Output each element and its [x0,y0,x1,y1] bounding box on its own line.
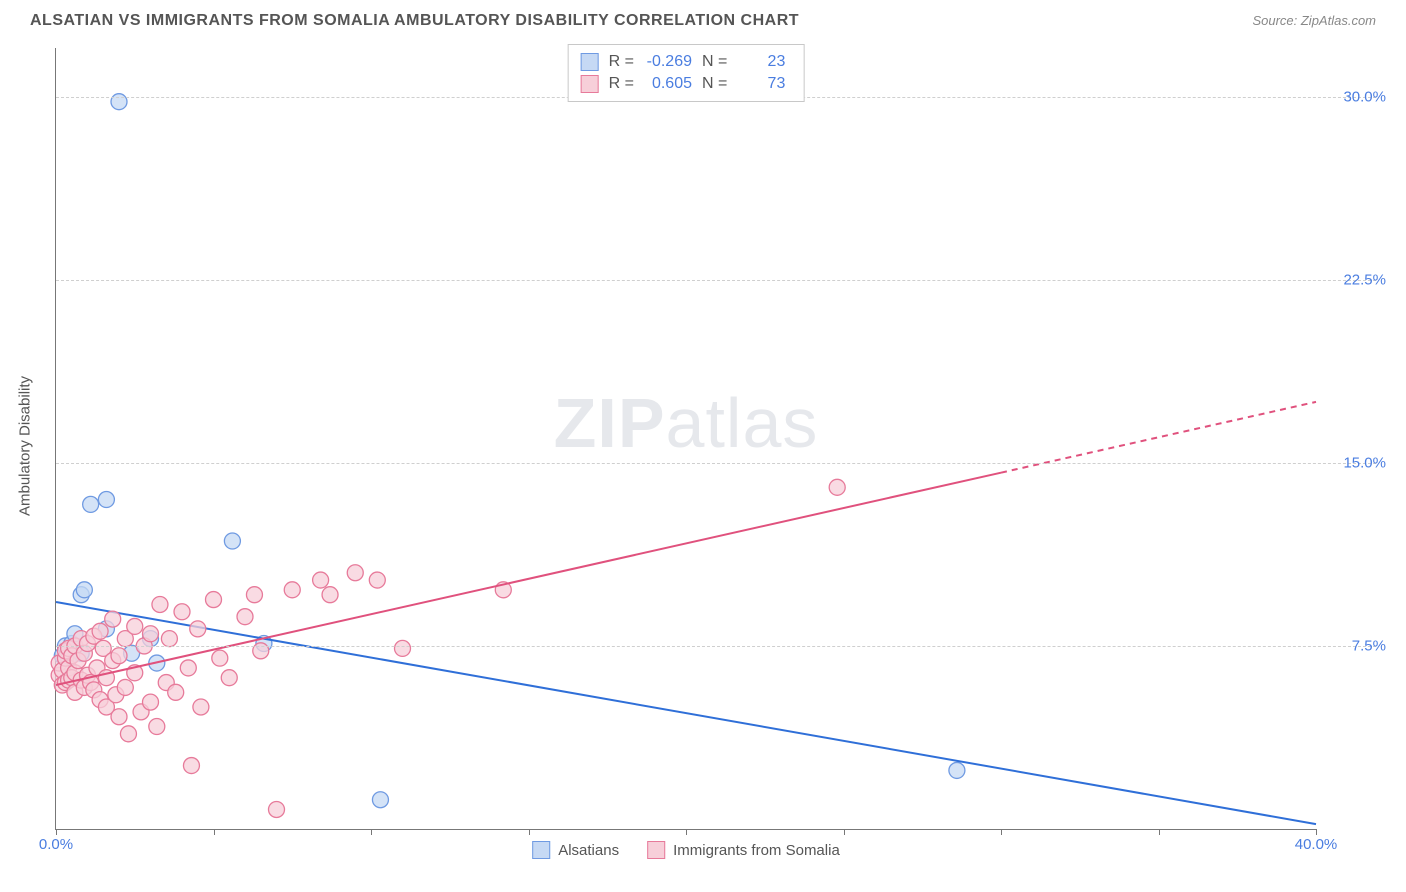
legend-label-1: Immigrants from Somalia [673,842,840,859]
scatter-point [127,618,143,634]
scatter-point [168,684,184,700]
stat-n-label-0: N = 23 [702,51,785,73]
swatch-alsatians [581,53,599,71]
scatter-point [180,660,196,676]
scatter-point [117,679,133,695]
scatter-point [224,533,240,549]
legend-item-0: Alsatians [532,841,619,859]
plot-area: ZIPatlas R = -0.269 N = 23 R = [55,48,1316,830]
y-tick-label: 15.0% [1326,454,1386,471]
stat-n-val-0: 23 [733,51,785,73]
x-tick [1159,829,1160,835]
scatter-point [372,792,388,808]
x-tick [214,829,215,835]
scatter-point [83,496,99,512]
scatter-point [92,623,108,639]
y-axis-label: Ambulatory Disability [17,376,34,516]
legend-item-1: Immigrants from Somalia [647,841,840,859]
stats-row-0: R = -0.269 N = 23 [581,51,786,73]
x-tick [1316,829,1317,835]
scatter-point [98,492,114,508]
scatter-point [313,572,329,588]
scatter-point [949,762,965,778]
plot-svg [56,48,1316,829]
chart-container: ALSATIAN VS IMMIGRANTS FROM SOMALIA AMBU… [0,0,1406,892]
scatter-point [395,640,411,656]
x-tick-label: 0.0% [39,836,73,853]
scatter-point [152,596,168,612]
x-tick-label: 40.0% [1295,836,1338,853]
scatter-point [221,670,237,686]
legend-swatch-1 [647,841,665,859]
scatter-point [284,582,300,598]
scatter-point [193,699,209,715]
legend-label-0: Alsatians [558,842,619,859]
stat-n-val-1: 73 [733,73,785,95]
stat-r-label-0: R = -0.269 [609,51,692,73]
source-label: Source: ZipAtlas.com [1252,13,1376,28]
grid-line [56,280,1376,281]
scatter-point [143,626,159,642]
scatter-point [269,801,285,817]
x-tick [1001,829,1002,835]
grid-line [56,646,1376,647]
scatter-point [347,565,363,581]
scatter-point [161,631,177,647]
x-tick [529,829,530,835]
stats-legend: R = -0.269 N = 23 R = 0.605 N = 73 [568,44,805,102]
y-tick-label: 7.5% [1326,637,1386,654]
scatter-point [829,479,845,495]
legend-swatch-0 [532,841,550,859]
x-tick [686,829,687,835]
scatter-point [183,758,199,774]
scatter-point [149,718,165,734]
scatter-point [206,592,222,608]
scatter-point [212,650,228,666]
scatter-point [190,621,206,637]
scatter-point [237,609,253,625]
chart-title: ALSATIAN VS IMMIGRANTS FROM SOMALIA AMBU… [30,12,799,30]
scatter-point [76,582,92,598]
stat-n-label-1: N = 73 [702,73,785,95]
scatter-point [174,604,190,620]
stats-row-1: R = 0.605 N = 73 [581,73,786,95]
swatch-somalia [581,75,599,93]
stat-r-val-1: 0.605 [640,73,692,95]
scatter-point [111,709,127,725]
scatter-point [246,587,262,603]
scatter-point [143,694,159,710]
scatter-point [369,572,385,588]
title-row: ALSATIAN VS IMMIGRANTS FROM SOMALIA AMBU… [30,8,1376,42]
y-tick-label: 30.0% [1326,88,1386,105]
series-legend: Alsatians Immigrants from Somalia [532,841,840,859]
x-tick [371,829,372,835]
grid-line [56,463,1376,464]
scatter-point [322,587,338,603]
x-tick [844,829,845,835]
y-tick-label: 22.5% [1326,271,1386,288]
scatter-point [105,611,121,627]
scatter-point [120,726,136,742]
stat-r-val-0: -0.269 [640,51,692,73]
scatter-point [111,648,127,664]
x-tick [56,829,57,835]
stat-r-label-1: R = 0.605 [609,73,692,95]
